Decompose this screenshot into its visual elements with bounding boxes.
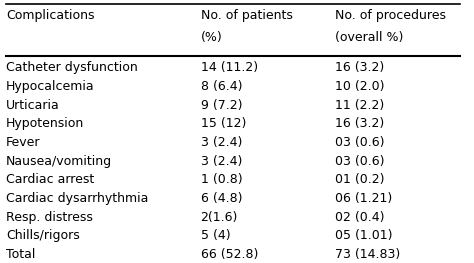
Text: Chills/rigors: Chills/rigors <box>6 229 80 242</box>
Text: 02 (0.4): 02 (0.4) <box>335 211 384 224</box>
Text: 2(1.6): 2(1.6) <box>201 211 238 224</box>
Text: 11 (2.2): 11 (2.2) <box>335 99 384 112</box>
Text: 9 (7.2): 9 (7.2) <box>201 99 242 112</box>
Text: 06 (1.21): 06 (1.21) <box>335 192 392 205</box>
Text: 3 (2.4): 3 (2.4) <box>201 155 242 168</box>
Text: 16 (3.2): 16 (3.2) <box>335 117 384 130</box>
Text: No. of patients: No. of patients <box>201 9 292 22</box>
Text: 01 (0.2): 01 (0.2) <box>335 173 384 186</box>
Text: No. of procedures: No. of procedures <box>335 9 446 22</box>
Text: Hypotension: Hypotension <box>6 117 84 130</box>
Text: 8 (6.4): 8 (6.4) <box>201 80 242 93</box>
Text: 03 (0.6): 03 (0.6) <box>335 136 384 149</box>
Text: Complications: Complications <box>6 9 94 22</box>
Text: Catheter dysfunction: Catheter dysfunction <box>6 61 138 74</box>
Text: Urticaria: Urticaria <box>6 99 60 112</box>
Text: Nausea/vomiting: Nausea/vomiting <box>6 155 112 168</box>
Text: 5 (4): 5 (4) <box>201 229 230 242</box>
Text: 16 (3.2): 16 (3.2) <box>335 61 384 74</box>
Text: Total: Total <box>6 248 36 261</box>
Text: 1 (0.8): 1 (0.8) <box>201 173 242 186</box>
Text: Resp. distress: Resp. distress <box>6 211 93 224</box>
Text: Hypocalcemia: Hypocalcemia <box>6 80 95 93</box>
Text: (overall %): (overall %) <box>335 31 403 44</box>
Text: 73 (14.83): 73 (14.83) <box>335 248 400 261</box>
Text: 10 (2.0): 10 (2.0) <box>335 80 384 93</box>
Text: 14 (11.2): 14 (11.2) <box>201 61 258 74</box>
Text: 6 (4.8): 6 (4.8) <box>201 192 242 205</box>
Text: 66 (52.8): 66 (52.8) <box>201 248 258 261</box>
Text: (%): (%) <box>201 31 222 44</box>
Text: 3 (2.4): 3 (2.4) <box>201 136 242 149</box>
Text: 03 (0.6): 03 (0.6) <box>335 155 384 168</box>
Text: Cardiac dysarrhythmia: Cardiac dysarrhythmia <box>6 192 148 205</box>
Text: Cardiac arrest: Cardiac arrest <box>6 173 94 186</box>
Text: Fever: Fever <box>6 136 40 149</box>
Text: 05 (1.01): 05 (1.01) <box>335 229 392 242</box>
Text: 15 (12): 15 (12) <box>201 117 246 130</box>
